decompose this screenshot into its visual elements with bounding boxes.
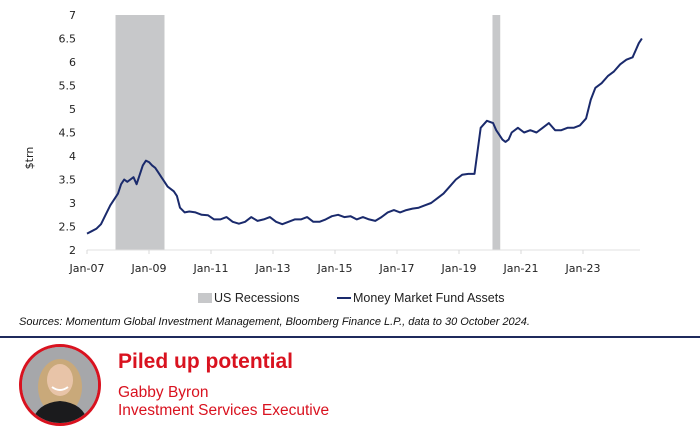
legend-item-recessions: US Recessions: [198, 291, 299, 305]
y-tick-label: 2.5: [59, 221, 77, 234]
y-tick-label: 7: [69, 9, 76, 22]
legend-item-mmf-assets: Money Market Fund Assets: [337, 291, 504, 305]
line-swatch: [337, 297, 351, 299]
money-market-fund-assets-line: [86, 37, 643, 235]
y-tick-label: 6.5: [59, 33, 77, 46]
x-tick-label: Jan-21: [503, 262, 539, 275]
divider: [0, 336, 700, 338]
x-tick-label: Jan-23: [565, 262, 601, 275]
legend-label: US Recessions: [214, 291, 300, 305]
author-name: Gabby Byron: [118, 384, 209, 401]
x-tick-label: Jan-15: [317, 262, 353, 275]
x-axis: Jan-07 Jan-09 Jan-11 Jan-13 Jan-15 Jan-17 Jan-…: [69, 250, 601, 275]
author-avatar: [19, 344, 101, 426]
x-tick-label: Jan-07: [69, 262, 105, 275]
source-note: Sources: Momentum Global Investment Mana…: [19, 316, 530, 328]
y-tick-label: 3.5: [59, 174, 77, 187]
person-icon: [22, 347, 98, 423]
y-tick-label: 4: [69, 150, 76, 163]
y-axis: 2 2.5 3 3.5 4 4.5 5 5.5 6 6.5 7: [59, 9, 77, 257]
author-info: Gabby Byron Investment Services Executiv…: [118, 384, 329, 420]
x-tick-label: Jan-13: [255, 262, 291, 275]
x-tick-label: Jan-17: [379, 262, 415, 275]
article-title: Piled up potential: [118, 350, 294, 373]
legend-label: Money Market Fund Assets: [353, 291, 505, 305]
y-tick-label: 2: [69, 244, 76, 257]
y-tick-label: 4.5: [59, 127, 77, 140]
x-tick-label: Jan-11: [193, 262, 229, 275]
y-tick-label: 6: [69, 56, 76, 69]
y-tick-label: 5: [69, 103, 76, 116]
y-axis-label: $trn: [23, 147, 36, 170]
chart-legend: US Recessions Money Market Fund Assets: [0, 291, 700, 307]
line-chart: 2 2.5 3 3.5 4 4.5 5 5.5 6 6.5 7 Jan-07 Jan-09 Jan-11…: [23, 9, 643, 275]
y-tick-label: 3: [69, 197, 76, 210]
recession-band: [492, 15, 501, 250]
recession-bands: [115, 15, 501, 250]
recession-swatch: [198, 293, 212, 303]
recession-band: [115, 15, 165, 250]
y-tick-label: 5.5: [59, 80, 77, 93]
author-role: Investment Services Executive: [118, 402, 330, 419]
x-tick-label: Jan-09: [131, 262, 167, 275]
x-tick-label: Jan-19: [441, 262, 477, 275]
